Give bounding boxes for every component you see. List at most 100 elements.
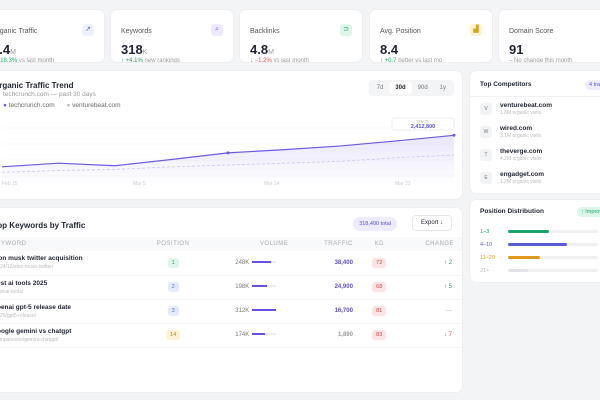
volume: 248K — [235, 259, 250, 266]
change: ↓ 7 — [397, 323, 462, 348]
distribution-label: 4–10 — [480, 241, 493, 248]
bar-chart-icon: ▟ — [470, 24, 482, 36]
distribution-label: 11–20 — [480, 254, 495, 261]
distribution-title: Position Distribution — [480, 208, 544, 215]
volume: 174K — [235, 332, 250, 338]
traffic: 38,400 — [296, 251, 361, 276]
distribution-bar — [508, 269, 598, 272]
stat-card: Domain Score 91 – No change this month — [499, 10, 600, 62]
competitors-title: Top Competitors — [480, 81, 532, 88]
stat-note: new rankings — [144, 58, 180, 62]
competitor-avatar: W — [480, 126, 492, 138]
keyword[interactable]: google gemini vs chatgpt — [0, 327, 72, 335]
kd-badge: 72 — [372, 257, 387, 268]
column-header[interactable]: KEYWORD — [0, 237, 138, 251]
stat-unit: M — [10, 49, 16, 56]
link-icon: ⊃ — [340, 24, 352, 36]
keywords-title: Top Keywords by Traffic — [0, 221, 86, 230]
table-row[interactable]: elon musk twitter acquisition/2024/10/el… — [0, 251, 462, 276]
total-badge: 318,400 total — [353, 217, 397, 231]
stat-card: Keywords ⌕ 318K ↑ +4.1% new rankings — [111, 10, 233, 62]
volume-bar — [252, 333, 277, 336]
change: ↑ 5 — [397, 275, 462, 300]
legend-venturebeat: venturebeat.com — [72, 102, 121, 109]
data-point[interactable] — [226, 151, 230, 155]
competitor-avatar: E — [480, 172, 492, 184]
trend-title: Organic Traffic Trend — [0, 81, 74, 90]
distribution-row: 11–20 — [470, 251, 600, 264]
keyword-url: /2025/gpt5-release/ — [0, 312, 37, 319]
legend: ● techcrunch.com ● venturebeat.com — [3, 102, 121, 109]
stat-note: vs last month — [273, 58, 309, 62]
stat-value: 8.4 — [380, 42, 399, 57]
distribution-bar — [508, 243, 598, 246]
stat-change: ↑ +18.3% — [0, 58, 18, 62]
column-header[interactable]: POSITION — [138, 237, 209, 251]
stat-note: this month — [544, 58, 573, 62]
competitor-avatar: T — [480, 149, 492, 161]
stat-note: vs last month — [18, 58, 55, 62]
stat-value: 2.4 — [0, 42, 11, 57]
distribution-label: 21+ — [480, 267, 490, 274]
area-techcrunch — [2, 135, 454, 187]
position-badge: 1 — [167, 257, 179, 268]
competitor-name: venturebeat.com — [500, 102, 553, 109]
tracked-badge: 4 tracked — [585, 80, 600, 90]
keyword[interactable]: best ai tools 2025 — [0, 279, 48, 287]
data-point[interactable] — [452, 133, 456, 137]
range-selector[interactable]: 7d 30d 90d 1y — [368, 80, 454, 96]
traffic-trend-card: Organic Traffic Trend techcrunch.com — p… — [0, 71, 462, 199]
stat-label: Avg. Position — [380, 28, 421, 35]
trend-subtitle: techcrunch.com — past 30 days — [3, 91, 96, 98]
competitor-visits: 1.8M organic visits — [500, 110, 542, 116]
stat-change: – No change — [509, 58, 544, 62]
volume: 312K — [235, 308, 250, 314]
column-header[interactable]: KD — [360, 237, 398, 251]
range-30d[interactable]: 30d — [389, 82, 412, 94]
distribution-card: Position Distribution ↑ Improving 1–3 4–1… — [470, 200, 600, 282]
keyword[interactable]: openai gpt-5 release date — [0, 303, 72, 311]
competitor-visits: 3.1M organic visits — [500, 133, 542, 139]
distribution-bar — [508, 256, 598, 259]
table-row[interactable]: google gemini vs chatgpt/comparisons/gem… — [0, 323, 462, 348]
competitor-name: wired.com — [500, 125, 533, 132]
keyword[interactable]: elon musk twitter acquisition — [0, 255, 83, 263]
column-header[interactable]: CHANGE — [397, 237, 462, 251]
range-7d[interactable]: 7d — [376, 85, 384, 91]
change: ↑ 2 — [397, 251, 462, 276]
position-badge: 14 — [166, 330, 181, 340]
range-90d[interactable]: 90d — [417, 85, 428, 91]
export-button[interactable]: Export ↓ — [411, 215, 452, 231]
search-icon: ⌕ — [211, 24, 223, 36]
keywords-table: KEYWORDPOSITIONVOLUMETRAFFICKDCHANGE elo… — [0, 237, 462, 348]
position-badge: 2 — [167, 282, 179, 292]
line-venturebeat — [1, 154, 455, 173]
distribution-row: 21+ — [470, 264, 600, 277]
traffic: 24,900 — [296, 275, 361, 300]
column-header[interactable]: TRAFFIC — [296, 237, 361, 251]
volume-bar — [252, 285, 277, 288]
distribution-bar — [508, 230, 598, 233]
column-header[interactable]: VOLUME — [208, 237, 297, 251]
volume-bar — [252, 309, 277, 312]
kd-badge: 68 — [372, 282, 387, 292]
keyword-url: /comparisons/gemini-chatgpt/ — [0, 336, 59, 343]
competitor-visits: 1.2M organic visits — [500, 179, 542, 185]
volume-bar — [252, 261, 277, 264]
table-row[interactable]: best ai tools 2025/best-ai-tools/ 2 198K… — [0, 275, 462, 300]
tooltip: Mar 25 2,412,800 — [391, 117, 455, 131]
improving-badge: ↑ Improving — [577, 207, 600, 217]
table-row[interactable]: openai gpt-5 release date/2025/gpt5-rele… — [0, 299, 462, 324]
range-1y[interactable]: 1y — [439, 85, 446, 91]
change: — — [397, 299, 462, 324]
stat-unit: M — [268, 49, 274, 56]
competitor-avatar: V — [480, 103, 492, 115]
x-tick: Mar 14 — [264, 181, 280, 187]
stat-value: 318 — [121, 42, 143, 57]
stat-label: Domain Score — [509, 28, 554, 35]
